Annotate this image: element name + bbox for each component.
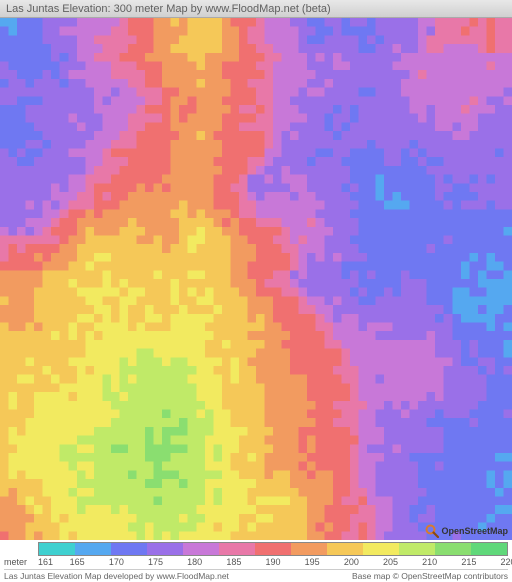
magnifier-icon — [425, 524, 439, 538]
legend-swatch — [255, 543, 291, 555]
legend-color-bar — [38, 542, 508, 556]
legend-swatch — [471, 543, 507, 555]
legend-swatch — [147, 543, 183, 555]
legend-tick: 190 — [265, 557, 280, 567]
legend-swatch — [39, 543, 75, 555]
legend-tick: 175 — [148, 557, 163, 567]
footer-left: Las Juntas Elevation Map developed by ww… — [4, 571, 229, 581]
legend-tick: 200 — [344, 557, 359, 567]
legend-tick: 165 — [70, 557, 85, 567]
legend-swatch — [183, 543, 219, 555]
title-bar: Las Juntas Elevation: 300 meter Map by w… — [0, 0, 512, 18]
legend-swatch — [399, 543, 435, 555]
legend-tick: 170 — [109, 557, 124, 567]
legend-tick: 210 — [422, 557, 437, 567]
footer-right: Base map © OpenStreetMap contributors — [352, 571, 508, 581]
legend-swatch — [327, 543, 363, 555]
legend-tick: 185 — [226, 557, 241, 567]
elevation-map: OpenStreetMap — [0, 18, 512, 540]
osm-logo-text: OpenStreetMap — [441, 526, 508, 536]
legend-swatch — [75, 543, 111, 555]
legend-swatch — [363, 543, 399, 555]
legend-tick: 195 — [305, 557, 320, 567]
legend-swatch — [291, 543, 327, 555]
legend-tick: 180 — [187, 557, 202, 567]
footer: Las Juntas Elevation Map developed by ww… — [4, 569, 508, 581]
osm-attribution: OpenStreetMap — [425, 524, 508, 538]
legend-swatch — [435, 543, 471, 555]
legend-tick: 220 — [500, 557, 512, 567]
legend: meter 1611651701751801851901952002052102… — [0, 540, 512, 582]
legend-tick: 161 — [38, 557, 53, 567]
legend-tick-labels: 161 165 170 175 180 185 190 195 200 205 210 215 220 — [0, 557, 512, 569]
heatmap-canvas — [0, 18, 512, 540]
legend-tick: 205 — [383, 557, 398, 567]
legend-swatch — [219, 543, 255, 555]
legend-swatch — [111, 543, 147, 555]
map-title: Las Juntas Elevation: 300 meter Map by w… — [6, 3, 331, 15]
legend-tick: 215 — [461, 557, 476, 567]
